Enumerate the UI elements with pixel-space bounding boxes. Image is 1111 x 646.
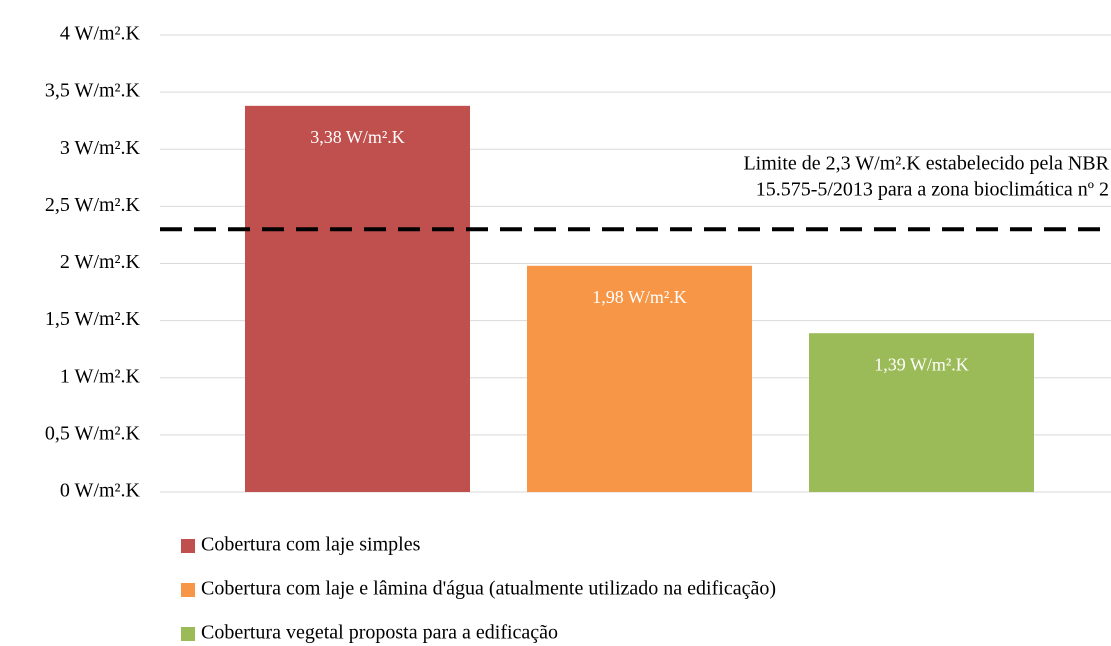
y-tick-label: 1,5 W/m².K <box>45 308 141 330</box>
annotation: 15.575-5/2013 para a zona bioclimática n… <box>756 179 1109 201</box>
legend-swatch <box>181 583 195 597</box>
y-tick-label: 3,5 W/m².K <box>45 80 141 102</box>
legend-label: Cobertura com laje e lâmina d'água (atua… <box>201 578 776 600</box>
legend-label: Cobertura com laje simples <box>201 534 421 556</box>
data-label: 1,39 W/m².K <box>874 354 969 374</box>
y-tick-label: 3 W/m².K <box>60 137 141 159</box>
y-tick-label: 1 W/m².K <box>60 365 141 387</box>
y-tick-label: 0 W/m².K <box>60 480 141 502</box>
legend-label: Cobertura vegetal proposta para a edific… <box>201 622 558 644</box>
legend-swatch <box>181 539 195 553</box>
bar <box>245 105 470 493</box>
y-tick-label: 2 W/m².K <box>60 251 141 273</box>
y-tick-label: 2,5 W/m².K <box>45 194 141 216</box>
data-label: 1,98 W/m².K <box>592 287 687 307</box>
bar <box>527 265 752 492</box>
annotation: Limite de 2,3 W/m².K estabelecido pela N… <box>743 153 1109 175</box>
y-tick-label: 0,5 W/m².K <box>45 422 141 444</box>
data-label: 3,38 W/m².K <box>310 127 405 147</box>
y-tick-label: 4 W/m².K <box>60 23 141 45</box>
legend-swatch <box>181 627 195 641</box>
bar <box>809 333 1034 492</box>
